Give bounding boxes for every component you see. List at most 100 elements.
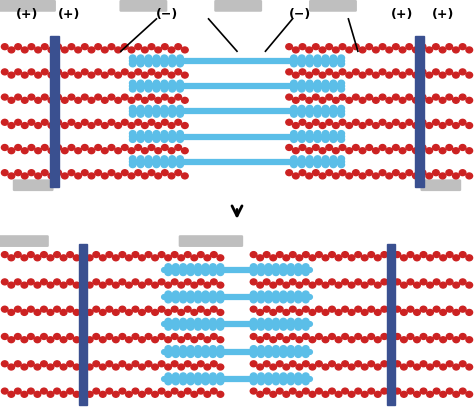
Circle shape <box>202 321 209 327</box>
Circle shape <box>121 119 128 125</box>
Circle shape <box>309 310 316 315</box>
Circle shape <box>108 144 115 150</box>
Circle shape <box>280 297 287 303</box>
Circle shape <box>250 294 257 300</box>
Circle shape <box>204 337 210 343</box>
Circle shape <box>187 297 194 303</box>
Circle shape <box>276 252 283 257</box>
Circle shape <box>306 148 312 154</box>
Circle shape <box>453 148 459 154</box>
Circle shape <box>288 373 294 379</box>
Circle shape <box>339 170 346 176</box>
Circle shape <box>314 86 321 92</box>
Circle shape <box>433 361 440 367</box>
Circle shape <box>161 105 167 111</box>
Circle shape <box>265 321 272 327</box>
Text: (+): (+) <box>432 8 455 21</box>
Circle shape <box>302 361 309 367</box>
Circle shape <box>158 333 165 339</box>
Circle shape <box>35 173 41 179</box>
Circle shape <box>307 61 313 67</box>
Circle shape <box>210 306 217 312</box>
Circle shape <box>257 391 264 397</box>
Circle shape <box>280 379 287 385</box>
Circle shape <box>108 94 115 100</box>
Circle shape <box>21 123 28 129</box>
Circle shape <box>128 123 135 129</box>
Circle shape <box>258 291 264 297</box>
Circle shape <box>414 337 420 343</box>
Circle shape <box>273 373 279 379</box>
Circle shape <box>330 83 337 89</box>
Circle shape <box>204 255 210 261</box>
Circle shape <box>348 391 355 397</box>
Circle shape <box>427 391 433 397</box>
Circle shape <box>41 333 47 339</box>
Circle shape <box>353 44 359 50</box>
Circle shape <box>202 297 209 303</box>
Circle shape <box>15 252 21 257</box>
Circle shape <box>158 306 165 312</box>
Circle shape <box>299 80 305 86</box>
Circle shape <box>47 337 54 343</box>
Circle shape <box>250 324 257 330</box>
Circle shape <box>307 131 313 136</box>
Circle shape <box>169 83 175 89</box>
Circle shape <box>152 364 158 370</box>
Circle shape <box>322 58 328 64</box>
Circle shape <box>152 255 158 261</box>
Circle shape <box>326 69 332 75</box>
Circle shape <box>322 80 328 86</box>
Circle shape <box>187 318 194 324</box>
Circle shape <box>353 170 359 176</box>
Circle shape <box>1 388 8 394</box>
Circle shape <box>182 97 188 103</box>
Circle shape <box>258 318 264 324</box>
Circle shape <box>330 61 337 67</box>
Circle shape <box>68 170 75 176</box>
Circle shape <box>439 148 446 154</box>
Circle shape <box>330 108 337 114</box>
Circle shape <box>126 282 132 288</box>
Circle shape <box>322 108 328 114</box>
Circle shape <box>273 318 279 324</box>
Circle shape <box>153 58 160 64</box>
Circle shape <box>379 94 386 100</box>
Circle shape <box>155 72 162 78</box>
Circle shape <box>250 352 257 357</box>
Circle shape <box>368 333 374 339</box>
Circle shape <box>60 364 67 370</box>
Circle shape <box>195 264 201 270</box>
Circle shape <box>55 119 62 125</box>
Circle shape <box>8 148 15 154</box>
Circle shape <box>180 324 186 330</box>
Circle shape <box>446 119 453 125</box>
Circle shape <box>291 136 297 142</box>
Circle shape <box>302 297 309 303</box>
Circle shape <box>265 324 272 330</box>
Circle shape <box>8 47 15 53</box>
Circle shape <box>286 69 292 75</box>
Bar <box>50 36 59 187</box>
Circle shape <box>338 131 345 136</box>
Circle shape <box>195 373 201 379</box>
Circle shape <box>381 279 388 285</box>
Circle shape <box>366 144 373 150</box>
Circle shape <box>202 270 209 276</box>
Circle shape <box>299 131 305 136</box>
Circle shape <box>401 391 407 397</box>
Circle shape <box>353 94 359 100</box>
Circle shape <box>177 156 183 162</box>
Circle shape <box>165 310 172 315</box>
Circle shape <box>322 131 328 136</box>
Circle shape <box>62 47 68 53</box>
Circle shape <box>210 297 216 303</box>
Circle shape <box>459 44 466 50</box>
Circle shape <box>129 156 136 162</box>
Circle shape <box>171 361 178 367</box>
Circle shape <box>191 282 198 288</box>
Circle shape <box>145 361 152 367</box>
Circle shape <box>27 388 34 394</box>
Circle shape <box>15 94 21 100</box>
Circle shape <box>41 306 47 312</box>
